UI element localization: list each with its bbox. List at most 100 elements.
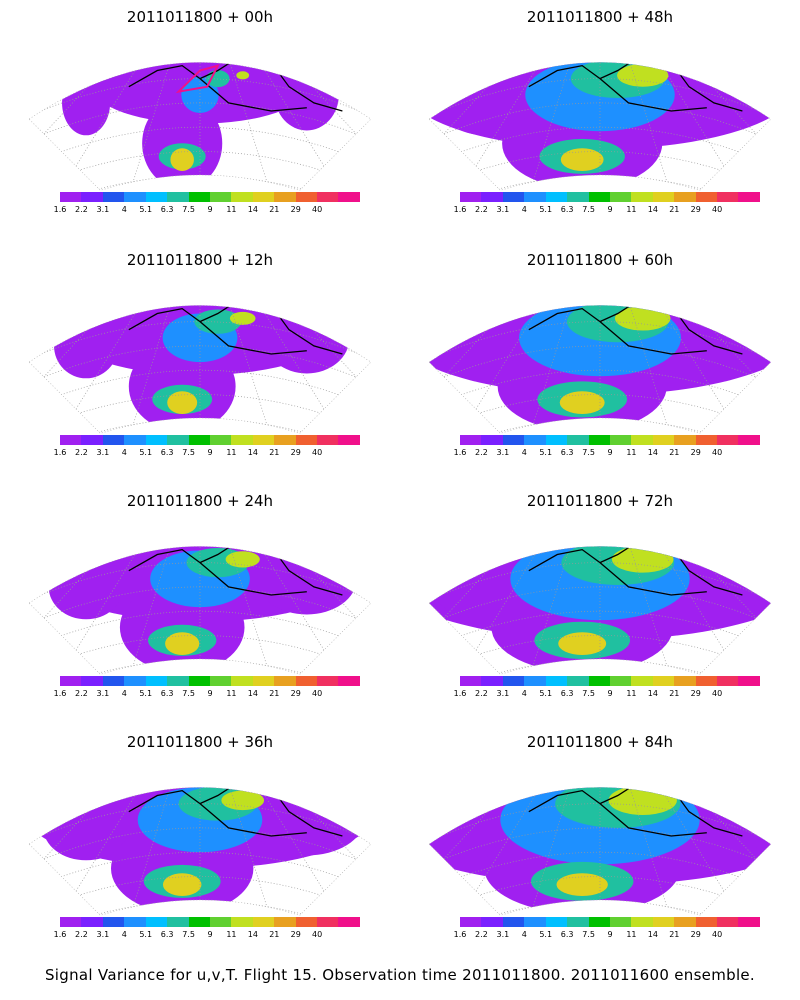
colorbar-labels: 1.6 2.2 3.1 4 5.1 6.3 7.5 9 11 14 21 29 40 (454, 205, 760, 215)
colorbar-swatch (567, 917, 589, 927)
colorbar-tick-label: 9 (607, 930, 613, 939)
colorbar-swatch (631, 192, 653, 202)
colorbar-labels: 1.6 2.2 3.1 4 5.1 6.3 7.5 9 11 14 21 29 40 (54, 205, 360, 215)
colorbar-swatch (338, 676, 360, 686)
colorbar-tick-label: 7.5 (182, 205, 195, 214)
colorbar-swatch (81, 435, 103, 445)
flight-region-outline (175, 64, 220, 94)
colorbar-tick-label: 4 (121, 448, 127, 457)
colorbar (460, 917, 760, 927)
colorbar-swatch (145, 435, 168, 445)
colorbar-swatch (588, 917, 610, 927)
colorbar-tick-label: 2.2 (75, 205, 88, 214)
colorbar-swatch (145, 192, 168, 202)
colorbar-swatch (631, 676, 653, 686)
forecast-panel: 2011011800 + 48h 1.6 2.2 3.1 4 5.1 6.3 7.5 9 11 14… (410, 0, 790, 240)
colorbar-labels: 1.6 2.2 3.1 4 5.1 6.3 7.5 9 11 14 21 29 40 (454, 689, 760, 699)
colorbar-tick-label: 14 (247, 205, 258, 214)
colorbar-swatch (102, 435, 125, 445)
colorbar-tick-label: 6.3 (160, 448, 174, 457)
colorbar-swatch (524, 435, 546, 445)
colorbar-tick-label: 14 (647, 448, 658, 457)
colorbar-swatch (209, 917, 232, 927)
colorbar-tick-label: 21 (669, 930, 680, 939)
colorbar-swatch (60, 676, 82, 686)
colorbar-tick-label: 21 (669, 448, 680, 457)
colorbar-swatch (81, 676, 103, 686)
colorbar-tick-label: 29 (690, 930, 701, 939)
colorbar-swatch (274, 435, 296, 445)
colorbar-tick-label: 21 (269, 205, 280, 214)
colorbar-swatch (274, 192, 296, 202)
colorbar-swatch (209, 192, 232, 202)
colorbar-tick-label: 1.6 (53, 930, 67, 939)
colorbar-tick-label: 2.2 (75, 448, 88, 457)
colorbar (460, 676, 760, 686)
colorbar-tick-label: 3.1 (496, 448, 510, 457)
colorbar-tick-label: 11 (226, 689, 237, 698)
colorbar-swatch (695, 917, 718, 927)
colorbar-swatch (252, 435, 275, 445)
colorbar-tick-label: 4 (521, 205, 527, 214)
colorbar-tick-label: 4 (121, 689, 127, 698)
colorbar-tick-label: 14 (247, 930, 258, 939)
colorbar-swatch (460, 435, 482, 445)
colorbar-tick-label: 2.2 (75, 689, 88, 698)
panel-title: 2011011800 + 84h (526, 733, 674, 751)
colorbar-swatch (81, 192, 103, 202)
colorbar-swatch (481, 435, 503, 445)
colorbar-tick-label: 29 (690, 448, 701, 457)
colorbar-swatch (317, 435, 339, 445)
colorbar-swatch (545, 435, 568, 445)
colorbar-swatch (167, 192, 189, 202)
colorbar-tick-label: 5.1 (139, 689, 153, 698)
colorbar-tick-label: 1.6 (53, 205, 67, 214)
colorbar-tick-label: 7.5 (182, 930, 195, 939)
colorbar-tick-label: 29 (290, 448, 301, 457)
colorbar-swatch (252, 917, 275, 927)
colorbar-swatch (567, 192, 589, 202)
colorbar-swatch (317, 917, 339, 927)
colorbar-swatch (567, 435, 589, 445)
colorbar-swatch (274, 917, 296, 927)
panel-title: 2011011800 + 48h (526, 8, 674, 26)
colorbar-tick-label: 9 (207, 205, 213, 214)
colorbar-swatch (60, 192, 82, 202)
forecast-panel: 2011011800 + 60h 1.6 2.2 3.1 4 5.1 6.3 7.5 9 11 14… (410, 243, 790, 483)
colorbar-tick-label: 9 (607, 205, 613, 214)
colorbar-swatch (481, 192, 503, 202)
colorbar-swatch (588, 435, 610, 445)
colorbar-swatch (717, 435, 739, 445)
colorbar-tick-label: 40 (312, 205, 323, 214)
colorbar-tick-label: 21 (269, 930, 280, 939)
colorbar-swatch (124, 676, 146, 686)
colorbar-swatch (231, 917, 253, 927)
colorbar-tick-label: 21 (669, 689, 680, 698)
colorbar-tick-label: 1.6 (453, 205, 467, 214)
panel-title: 2011011800 + 36h (126, 733, 274, 751)
colorbar-tick-label: 9 (207, 689, 213, 698)
colorbar-swatch (188, 192, 210, 202)
colorbar-tick-label: 7.5 (582, 689, 595, 698)
colorbar-swatch (317, 676, 339, 686)
colorbar-swatch (81, 917, 103, 927)
forecast-panel: 2011011800 + 12h 1.6 2.2 3.1 4 5.1 6.3 7.5 9 11 14… (10, 243, 390, 483)
colorbar-tick-label: 29 (290, 205, 301, 214)
variance-map (428, 546, 772, 675)
colorbar-swatch (167, 435, 189, 445)
colorbar (60, 917, 360, 927)
colorbar-labels: 1.6 2.2 3.1 4 5.1 6.3 7.5 9 11 14 21 29 40 (54, 689, 360, 699)
colorbar-tick-label: 5.1 (539, 930, 553, 939)
colorbar-swatch (209, 676, 232, 686)
colorbar-tick-label: 5.1 (139, 930, 153, 939)
colorbar-tick-label: 3.1 (96, 930, 110, 939)
colorbar-swatch (295, 676, 318, 686)
colorbar-tick-label: 6.3 (160, 205, 174, 214)
colorbar-swatch (252, 676, 275, 686)
colorbar-tick-label: 2.2 (475, 448, 488, 457)
colorbar-tick-label: 11 (626, 205, 637, 214)
colorbar-labels: 1.6 2.2 3.1 4 5.1 6.3 7.5 9 11 14 21 29 40 (454, 448, 760, 458)
colorbar-swatch (231, 676, 253, 686)
colorbar-tick-label: 4 (121, 930, 127, 939)
variance-map (28, 305, 372, 434)
